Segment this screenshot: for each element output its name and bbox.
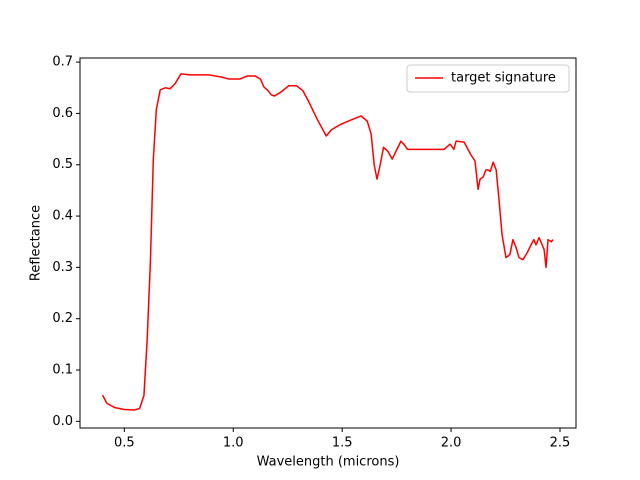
y-axis-label: Reflectance [29,205,44,281]
x-tick-label: 2.0 [441,436,462,451]
y-tick-label: 0.1 [52,363,73,378]
x-tick-label: 1.5 [332,436,353,451]
x-tick-label: 2.5 [550,436,571,451]
y-tick-label: 0.4 [52,209,73,224]
x-axis-label: Wavelength (microns) [257,455,400,470]
y-tick-label: 0.7 [52,55,73,70]
legend-label: target signature [451,71,556,86]
y-tick-label: 0.3 [52,260,73,275]
legend: target signature [406,64,570,93]
data-line [101,73,554,411]
y-tick-label: 0.2 [52,311,73,326]
x-tick-label: 1.0 [223,436,244,451]
plot-area [101,73,554,411]
legend-box [406,64,570,93]
y-tick-label: 0.6 [52,106,73,121]
axes-frame [79,57,577,429]
x-tick-label: 0.5 [114,436,135,451]
y-tick-label: 0.5 [52,157,73,172]
y-tick-label: 0.0 [52,414,73,429]
